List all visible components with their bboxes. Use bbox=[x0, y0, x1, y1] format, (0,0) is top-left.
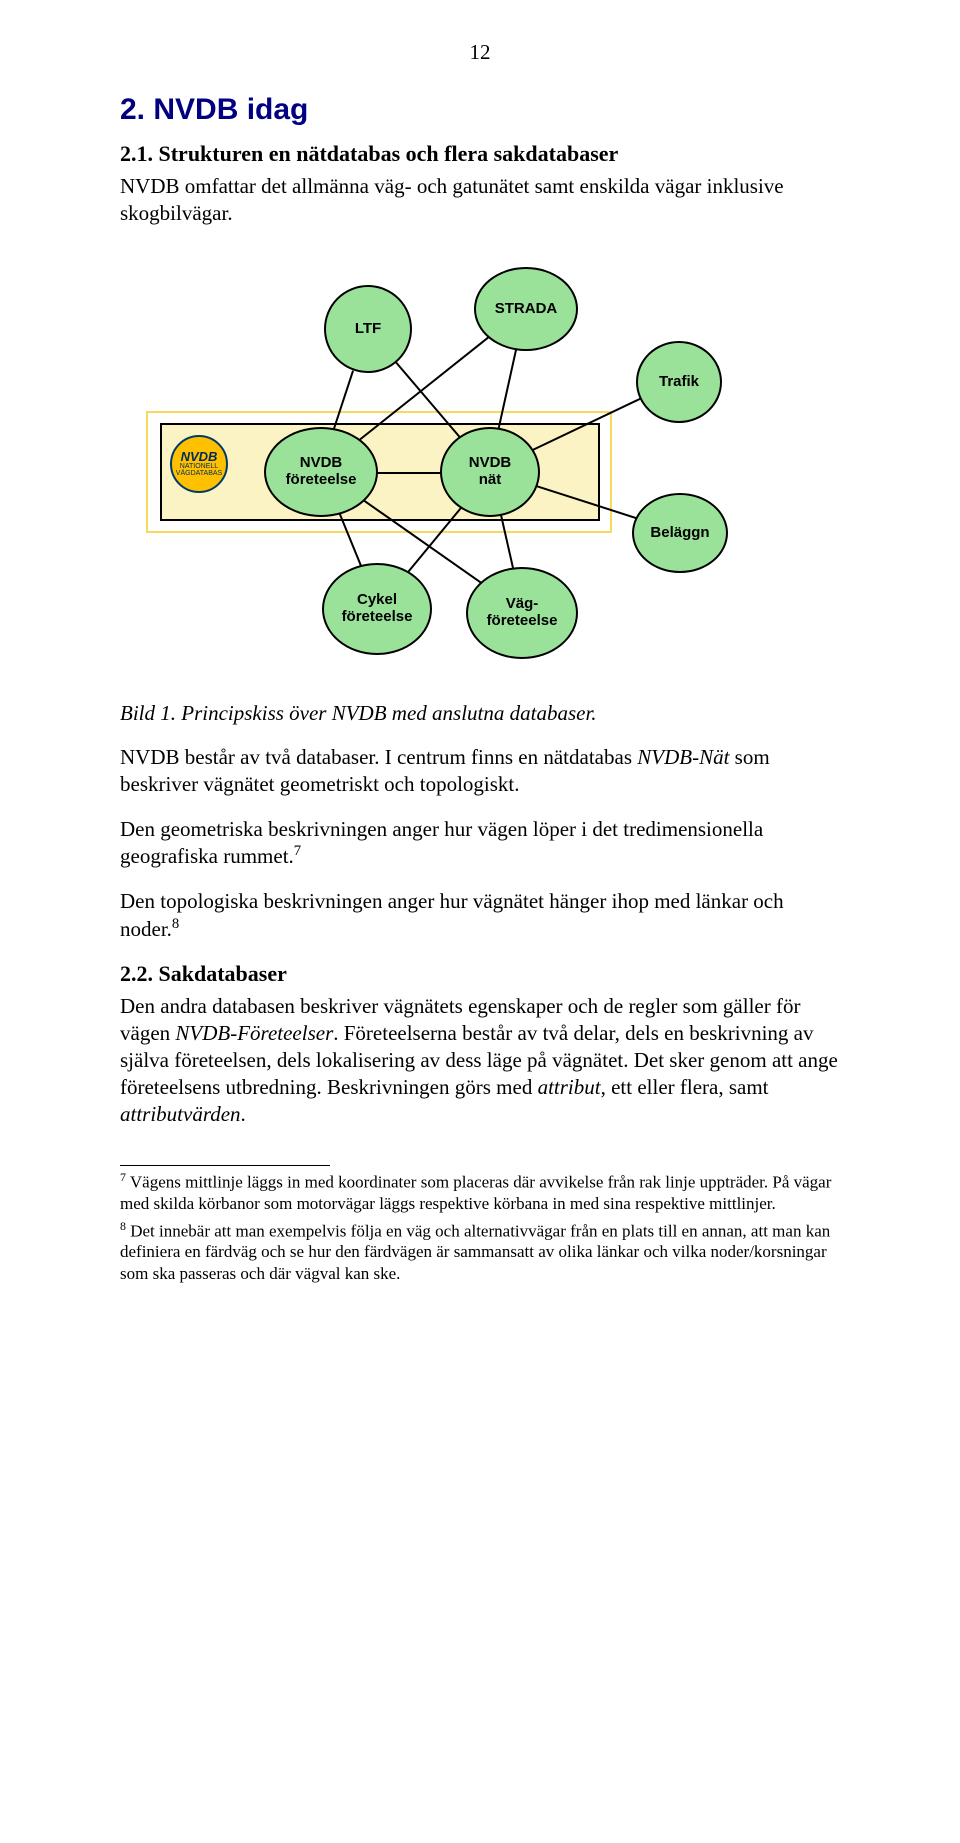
text: Den topologiska beskrivningen anger hur … bbox=[120, 889, 784, 941]
text: Den geometriska beskrivningen anger hur … bbox=[120, 817, 763, 869]
page-number: 12 bbox=[120, 40, 840, 65]
nvdb-nat-term: NVDB-Nät bbox=[637, 745, 729, 769]
intro-paragraph: NVDB omfattar det allmänna väg- och gatu… bbox=[120, 173, 840, 227]
nvdb-badge: NVDBNATIONELL VÄGDATABAS bbox=[170, 435, 228, 493]
diagram-node-vag: Väg-företeelse bbox=[466, 567, 578, 659]
heading-main: 2. NVDB idag bbox=[120, 93, 840, 127]
footnote-8: 8 Det innebär att man exempelvis följa e… bbox=[120, 1219, 840, 1284]
footnote-7: 7 Vägens mittlinje läggs in med koordina… bbox=[120, 1170, 840, 1214]
nvdb-diagram: NVDBNATIONELL VÄGDATABAS LTF STRADA Trafik N… bbox=[140, 267, 760, 687]
text: NVDB består av två databaser. I centrum … bbox=[120, 745, 637, 769]
diagram-node-cykel: Cykelföreteelse bbox=[322, 563, 432, 655]
heading-section-2-1: 2.1. Strukturen en nätdatabas och flera … bbox=[120, 141, 840, 167]
figure-caption: Bild 1. Principskiss över NVDB med anslu… bbox=[120, 701, 840, 726]
footnote-ref-7: 7 bbox=[294, 843, 301, 859]
footnote-text-8: Det innebär att man exempelvis följa en … bbox=[120, 1221, 830, 1283]
footnote-divider bbox=[120, 1165, 330, 1166]
attributvarden-term: attributvärden bbox=[120, 1102, 241, 1126]
geometric-paragraph: Den geometriska beskrivningen anger hur … bbox=[120, 816, 840, 871]
text: , ett eller flera, samt bbox=[601, 1075, 769, 1099]
sakdatabaser-paragraph: Den andra databasen beskriver vägnätets … bbox=[120, 993, 840, 1127]
text: . bbox=[241, 1102, 246, 1126]
diagram-node-strada: STRADA bbox=[474, 267, 578, 351]
nvdb-foreteelser-term: NVDB-Företeelser bbox=[175, 1021, 333, 1045]
heading-section-2-2: 2.2. Sakdatabaser bbox=[120, 961, 840, 987]
footnote-text-7: Vägens mittlinje läggs in med koordinate… bbox=[120, 1173, 831, 1213]
footnote-ref-8: 8 bbox=[172, 916, 179, 932]
diagram-node-foreteelse: NVDBföreteelse bbox=[264, 427, 378, 517]
diagram-node-trafik: Trafik bbox=[636, 341, 722, 423]
diagram-node-belaggn: Beläggn bbox=[632, 493, 728, 573]
diagram-node-nat: NVDBnät bbox=[440, 427, 540, 517]
topological-paragraph: Den topologiska beskrivningen anger hur … bbox=[120, 888, 840, 943]
databases-paragraph: NVDB består av två databaser. I centrum … bbox=[120, 744, 840, 798]
diagram-node-ltf: LTF bbox=[324, 285, 412, 373]
attribut-term: attribut bbox=[538, 1075, 601, 1099]
